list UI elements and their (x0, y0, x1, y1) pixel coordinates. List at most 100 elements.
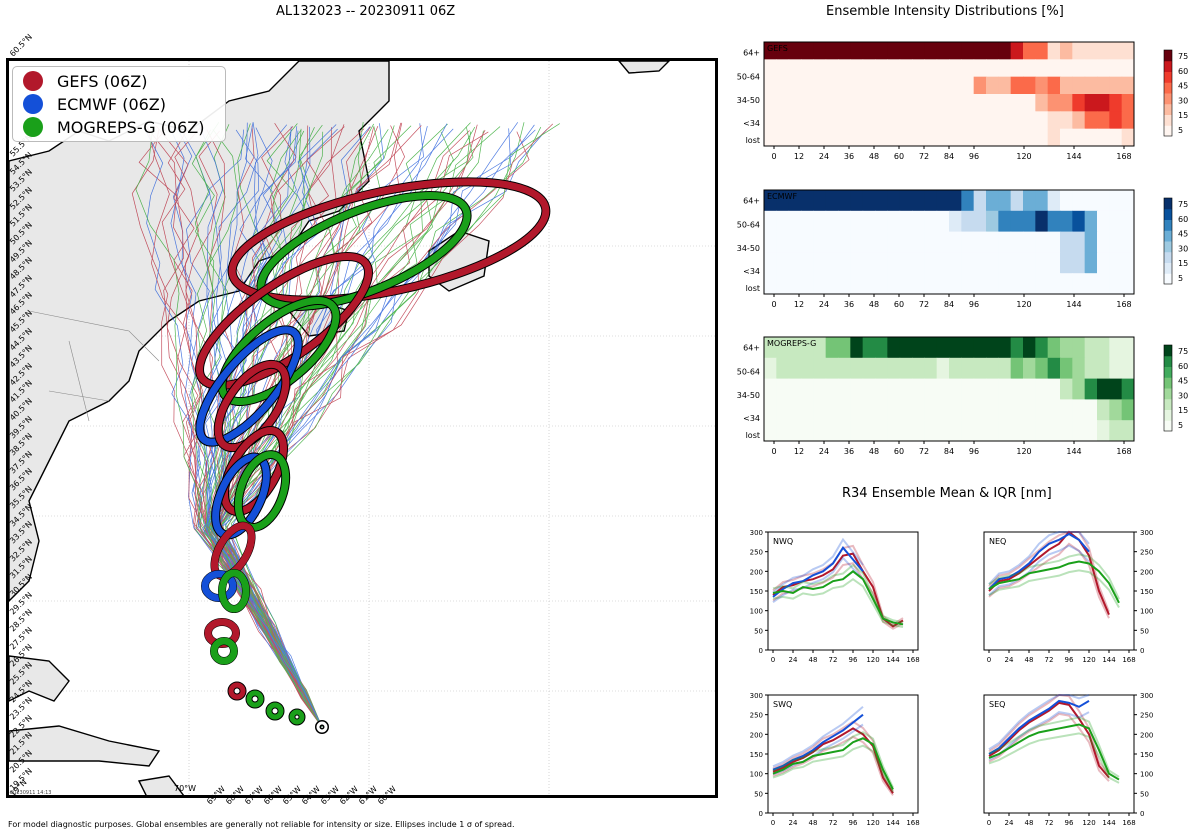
heat-cell (998, 42, 1012, 60)
heat-cell (764, 231, 777, 253)
heat-cell (1010, 59, 1024, 78)
x-tick-label: 120 (866, 819, 879, 827)
heat-cell (899, 42, 913, 60)
colorbar-tick: 45 (1178, 377, 1188, 386)
heat-cell (825, 378, 839, 400)
colorbar-segment (1164, 93, 1172, 105)
heat-cell (813, 128, 827, 147)
colorbar-segment (1164, 60, 1172, 72)
heat-cell (1097, 94, 1110, 112)
heat-cell (899, 378, 913, 400)
heat-cell (924, 420, 938, 442)
legend-item-ecmwf: ECMWF (06Z) (23, 94, 166, 114)
heat-cell (776, 210, 790, 233)
heat-cell (899, 273, 913, 295)
heat-cell (1121, 111, 1135, 130)
heat-cell (1047, 128, 1061, 147)
heat-cell (1047, 94, 1061, 112)
x-tick-label: 168 (1116, 152, 1131, 161)
x-tick-label: 168 (906, 819, 919, 827)
r34-panel-nwq: NWQ 0 50 100 150 200 250 300 0 24 48 72 96 120 144 168 (750, 529, 920, 664)
y-tick-label: 34-50 (737, 96, 760, 105)
heat-cell (1072, 273, 1086, 295)
heat-cell (813, 111, 827, 130)
series-line (772, 737, 894, 790)
heat-cell (825, 94, 839, 112)
heat-cell (1072, 190, 1086, 212)
y-tick-label: 64+ (743, 48, 760, 57)
x-tick-label: 144 (886, 656, 900, 664)
heat-cell (899, 399, 913, 421)
heat-cell (1035, 94, 1049, 112)
y-tick-label: 50 (1140, 790, 1149, 798)
x-tick-label: 144 (1102, 819, 1116, 827)
heat-cell (887, 190, 901, 212)
heat-cell (1072, 420, 1086, 442)
heat-cell (1072, 128, 1086, 147)
heat-cell (887, 378, 901, 400)
colorbar-tick: 75 (1178, 347, 1188, 356)
heat-cell (986, 378, 999, 400)
heat-cell (1047, 59, 1061, 78)
heat-cell (912, 111, 925, 130)
x-tick-label: 96 (969, 300, 979, 309)
heat-cell (961, 357, 975, 380)
x-tick-label: 24 (789, 656, 798, 664)
y-tick-label: 250 (1140, 712, 1153, 720)
ensemble-track (223, 126, 474, 728)
colorbar-tick: 30 (1178, 96, 1188, 105)
heat-cell (1072, 42, 1086, 60)
heat-cell (1035, 59, 1049, 78)
heat-cell (813, 210, 827, 233)
heat-cell (899, 357, 913, 380)
heat-cell (801, 357, 814, 380)
heat-cell (1060, 252, 1073, 274)
y-tick-label: 250 (750, 549, 763, 557)
x-tick-label: 72 (1045, 656, 1054, 664)
heat-cell (949, 111, 962, 130)
heat-cell (788, 420, 802, 442)
iqr-upper (772, 537, 864, 594)
heat-cell (1047, 252, 1061, 274)
heat-cell (838, 273, 851, 295)
heat-cell (1109, 128, 1123, 147)
heat-cell (850, 190, 864, 212)
x-tick-label: 60 (894, 152, 904, 161)
heat-cell (764, 252, 777, 274)
legend-label: MOGREPS-G (06Z) (57, 117, 205, 137)
heat-cell (1047, 231, 1061, 253)
heat-cell (1109, 273, 1123, 295)
heat-cell (776, 273, 790, 295)
heat-cell (838, 210, 851, 233)
heat-cell (912, 128, 925, 147)
heat-cell (825, 357, 839, 380)
heat-cell (961, 76, 975, 95)
heat-cell (887, 420, 901, 442)
heat-cell (998, 273, 1012, 295)
track-map (6, 58, 718, 798)
heat-cell (998, 378, 1012, 400)
heat-cell (912, 337, 925, 359)
colorbar-segment (1164, 208, 1172, 220)
heat-cell (776, 59, 790, 78)
heat-cell (973, 231, 987, 253)
heat-cell (936, 111, 950, 130)
colorbar-tick: 45 (1178, 82, 1188, 91)
heat-cell (1060, 273, 1073, 295)
heat-cell (912, 399, 925, 421)
colorbar-tick: 30 (1178, 244, 1188, 253)
heat-cell (788, 111, 802, 130)
quadrant-label: NEQ (989, 537, 1006, 546)
heat-cell (924, 378, 938, 400)
heat-cell (1035, 252, 1049, 274)
iqr-upper (772, 563, 904, 624)
heat-cell (801, 59, 814, 78)
heat-cell (998, 252, 1012, 274)
colorbar-segment (1164, 219, 1172, 231)
y-tick-label: <34 (743, 119, 760, 128)
heat-cell (1023, 231, 1036, 253)
heat-cell (813, 252, 827, 274)
x-tick-label: 24 (819, 447, 829, 456)
heat-cell (1072, 231, 1086, 253)
heat-cell (924, 252, 938, 274)
